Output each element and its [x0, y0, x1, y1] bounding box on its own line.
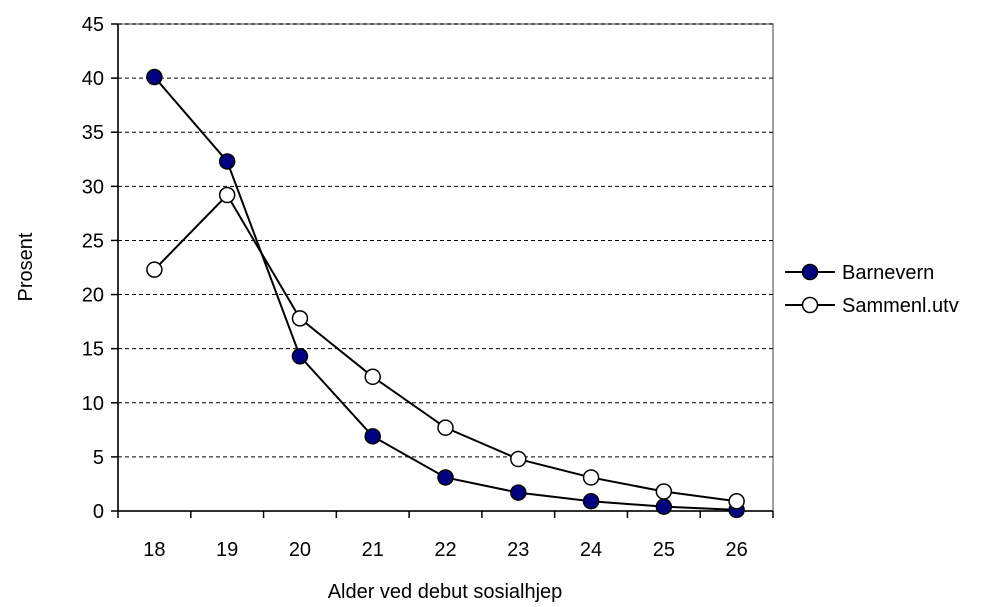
- legend-item-sammenl-utv: Sammenl.utv: [785, 295, 959, 317]
- x-tick-label: 26: [725, 539, 747, 561]
- data-point-0-5: [510, 484, 527, 501]
- x-axis-ticks: 18 19 20 21 22 23 24 25 26: [117, 511, 774, 561]
- x-tick-label: 25: [653, 539, 675, 561]
- x-tick-label: 20: [289, 539, 311, 561]
- data-point-0-0: [146, 68, 163, 86]
- x-tick-label: 23: [507, 539, 529, 561]
- legend-label-sammenl-utv: Sammenl.utv: [842, 295, 959, 317]
- legend-marker-barnevern: [801, 263, 819, 281]
- data-point-1-8: [728, 493, 745, 510]
- data-point-1-0: [146, 261, 163, 278]
- data-point-1-3: [364, 368, 381, 386]
- y-tick-label: 40: [82, 68, 104, 90]
- series-layer: [146, 68, 745, 519]
- legend-item-barnevern: Barnevern: [785, 262, 934, 284]
- data-point-1-7: [655, 483, 673, 500]
- y-tick-label: 45: [82, 14, 104, 36]
- legend-marker-sammenl-utv: [801, 296, 819, 314]
- y-tick-label: 5: [93, 447, 104, 469]
- data-point-1-5: [510, 450, 527, 468]
- x-tick-label: 22: [434, 539, 456, 561]
- data-point-1-4: [437, 419, 454, 436]
- x-tick-label: 19: [216, 539, 238, 561]
- data-point-1-2: [291, 310, 309, 327]
- data-point-0-7: [655, 498, 673, 515]
- legend-label-barnevern: Barnevern: [842, 262, 934, 284]
- x-tick-label: 18: [143, 539, 165, 561]
- y-tick-label: 0: [93, 501, 104, 523]
- data-point-0-3: [364, 428, 381, 445]
- y-tick-label: 30: [82, 176, 104, 198]
- data-point-0-4: [437, 469, 454, 486]
- data-point-1-6: [582, 469, 600, 486]
- x-tick-label: 21: [362, 539, 384, 561]
- plot-area: [117, 23, 774, 512]
- x-axis-title: Alder ved debut sosialhjep: [328, 581, 563, 603]
- y-tick-label: 15: [82, 339, 104, 361]
- y-axis-ticks: 0 5 10 15 20 25 30 35 40 45: [82, 14, 118, 523]
- data-point-0-1: [218, 153, 236, 170]
- x-tick-label: 24: [580, 539, 602, 561]
- data-point-1-1: [218, 186, 236, 204]
- y-tick-label: 20: [82, 285, 104, 307]
- y-axis-title: Prosent: [15, 232, 37, 301]
- y-tick-label: 25: [82, 230, 104, 252]
- y-tick-label: 10: [82, 393, 104, 415]
- data-point-0-6: [582, 493, 600, 510]
- y-tick-label: 35: [82, 122, 104, 144]
- legend: Barnevern Sammenl.utv: [785, 262, 959, 317]
- data-point-0-2: [291, 347, 309, 365]
